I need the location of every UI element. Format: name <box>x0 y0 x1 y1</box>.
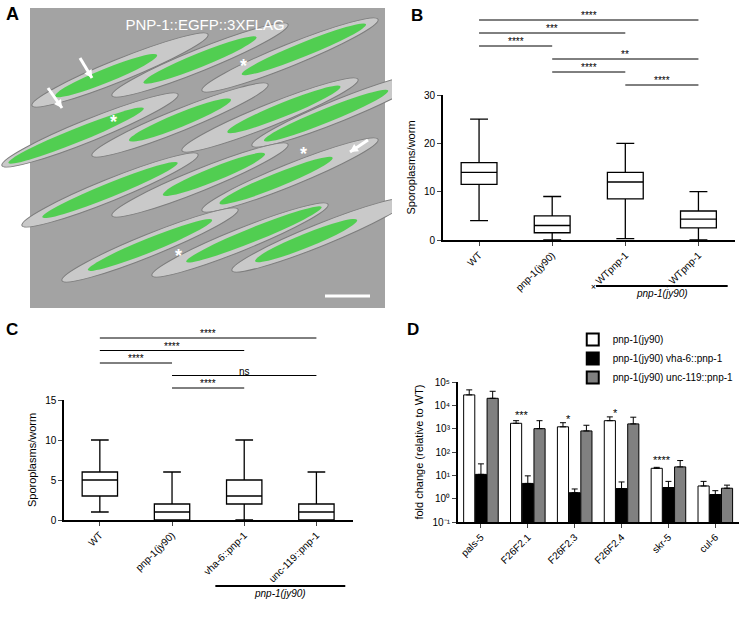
svg-text:*: * <box>300 144 307 164</box>
svg-text:****: **** <box>581 10 597 21</box>
svg-text:pnp-1(jy90): pnp-1(jy90) <box>636 288 688 299</box>
svg-text:*: * <box>613 407 618 419</box>
svg-text:****: **** <box>200 378 216 389</box>
svg-text:B: B <box>411 6 423 25</box>
svg-text:F26F2.4: F26F2.4 <box>592 531 626 565</box>
svg-text:10⁰: 10⁰ <box>435 493 450 504</box>
svg-text:****: **** <box>164 341 180 352</box>
svg-text:*: * <box>566 413 571 425</box>
svg-text:cul-6: cul-6 <box>697 531 720 554</box>
svg-text:pals-5: pals-5 <box>459 531 486 558</box>
svg-text:pnp-1(jy90): pnp-1(jy90) <box>514 250 558 294</box>
svg-text:*: * <box>175 246 182 266</box>
svg-text:10⁻¹: 10⁻¹ <box>433 517 451 528</box>
svg-text:10²: 10² <box>436 447 451 458</box>
svg-text:0: 0 <box>51 515 57 526</box>
svg-text:C: C <box>6 320 18 339</box>
svg-text:pnp-1(jy90) unc-119::pnp-1: pnp-1(jy90) unc-119::pnp-1 <box>613 372 733 383</box>
svg-text:ns: ns <box>239 366 250 377</box>
svg-text:pnp-1(jy90): pnp-1(jy90) <box>613 334 664 345</box>
svg-text:***: *** <box>546 23 558 34</box>
svg-text:****: **** <box>653 454 671 466</box>
svg-text:****: **** <box>128 353 144 364</box>
svg-text:10⁵: 10⁵ <box>435 377 450 388</box>
svg-text:***: *** <box>515 409 529 421</box>
svg-text:Sporoplasms/worm: Sporoplasms/worm <box>26 413 38 507</box>
svg-text:fold change (relative to WT): fold change (relative to WT) <box>413 384 425 519</box>
svg-text:WT: WT <box>86 530 105 549</box>
svg-text:****: **** <box>654 75 670 86</box>
svg-text:****: **** <box>508 36 524 47</box>
svg-text:10³: 10³ <box>436 423 451 434</box>
svg-text:vha-6::pnp-1: vha-6::pnp-1 <box>202 529 250 577</box>
svg-text:- WTpnp-1: - WTpnp-1 <box>662 249 703 290</box>
svg-text:pnp-1(jy90) vha-6::pnp-1: pnp-1(jy90) vha-6::pnp-1 <box>613 353 723 364</box>
svg-text:****: **** <box>581 62 597 73</box>
svg-text:WT: WT <box>465 250 484 269</box>
svg-text:0: 0 <box>429 235 435 246</box>
svg-text:F26F2.3: F26F2.3 <box>546 531 580 565</box>
svg-text:30: 30 <box>424 90 436 101</box>
svg-text:skr-5: skr-5 <box>650 531 674 555</box>
svg-text:*: * <box>240 56 247 76</box>
svg-text:*: * <box>110 112 117 132</box>
svg-text:**: ** <box>621 49 629 60</box>
svg-text:10: 10 <box>424 186 436 197</box>
svg-text:5: 5 <box>51 475 57 486</box>
svg-text:20: 20 <box>424 138 436 149</box>
svg-text:10: 10 <box>45 435 57 446</box>
svg-text:A: A <box>6 4 19 24</box>
svg-text:10⁴: 10⁴ <box>435 400 450 411</box>
svg-text:D: D <box>407 320 419 339</box>
svg-text:pnp-1(jy90): pnp-1(jy90) <box>133 530 177 574</box>
svg-text:F26F2.1: F26F2.1 <box>499 531 533 565</box>
svg-text:+ WTpnp-1: + WTpnp-1 <box>587 249 630 292</box>
svg-text:pnp-1(jy90): pnp-1(jy90) <box>254 588 306 599</box>
svg-text:PNP-1::EGFP::3XFLAG: PNP-1::EGFP::3XFLAG <box>125 16 284 33</box>
svg-text:10¹: 10¹ <box>436 470 451 481</box>
svg-text:****: **** <box>200 328 216 339</box>
svg-text:15: 15 <box>45 395 57 406</box>
svg-text:Sporoplasms/worm: Sporoplasms/worm <box>405 120 417 214</box>
svg-text:unc-119::pnp-1: unc-119::pnp-1 <box>267 529 322 584</box>
